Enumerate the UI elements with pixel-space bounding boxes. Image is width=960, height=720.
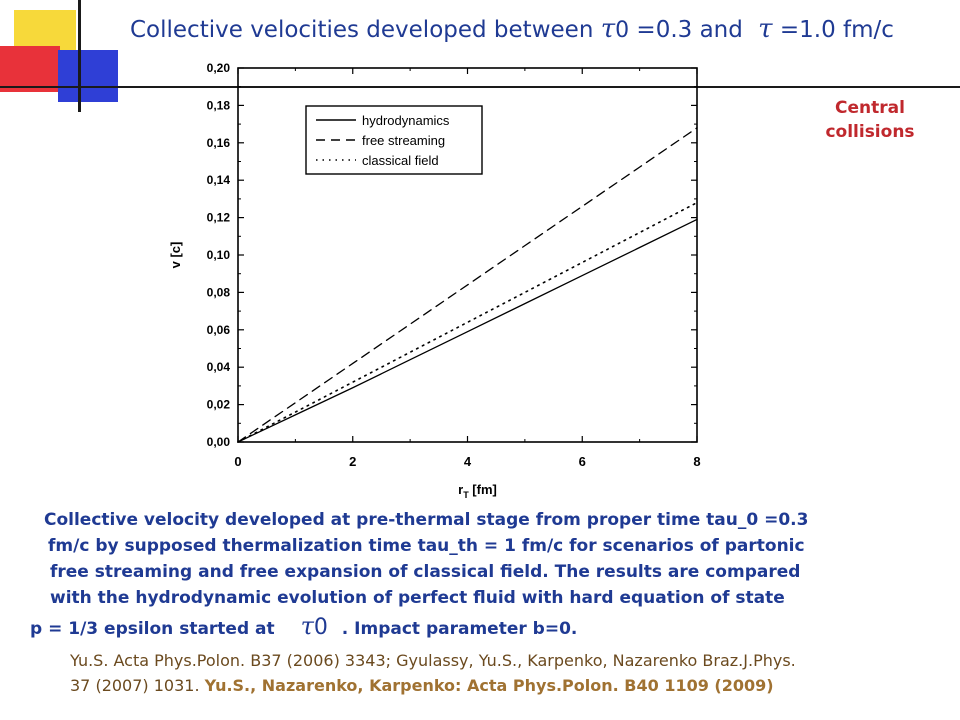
y-tick-label: 0,20	[207, 61, 231, 75]
references-line2: 37 (2007) 1031. Yu.S., Nazarenko, Karpen…	[70, 673, 950, 698]
side-note-line1: Central	[835, 98, 905, 118]
page-title: Collective velocities developed between …	[130, 14, 894, 44]
description-line3: free streaming and free expansion of cla…	[50, 562, 801, 582]
deco-blue-square	[58, 50, 118, 102]
title-suffix: =1.0 fm/c	[779, 17, 894, 43]
side-note-line2: collisions	[825, 122, 915, 142]
y-tick-label: 0,16	[207, 136, 231, 150]
description-line5-prefix: p = 1/3 epsilon started at	[30, 619, 275, 639]
y-axis-label: v [c]	[168, 242, 183, 269]
deco-vertical-line	[78, 0, 81, 112]
series-line-hydrodynamics	[237, 218, 698, 443]
description-line5-suffix: . Impact parameter b=0.	[341, 619, 578, 639]
x-tick-label: 6	[579, 454, 586, 469]
tau-symbol-2: τ	[758, 14, 773, 44]
y-tick-label: 0,02	[207, 398, 231, 412]
series-line-free-streaming	[237, 127, 698, 443]
deco-horizontal-line	[0, 86, 960, 88]
references-line2-bold: Yu.S., Nazarenko, Karpenko: Acta Phys.Po…	[204, 676, 774, 695]
y-tick-label: 0,10	[207, 248, 231, 262]
x-tick-label: 8	[693, 454, 700, 469]
y-tick-label: 0,14	[207, 173, 231, 187]
tau-subscript: 0	[615, 18, 630, 43]
title-mid: =0.3 and	[636, 17, 743, 43]
y-tick-label: 0,12	[207, 211, 231, 225]
legend-label: free streaming	[362, 133, 445, 148]
tau-symbol: τ	[600, 14, 616, 44]
references-line1: Yu.S. Acta Phys.Polon. B37 (2006) 3343; …	[70, 651, 796, 670]
description-line2: fm/c by supposed thermalization time tau…	[48, 536, 805, 556]
y-tick-label: 0,04	[207, 360, 231, 374]
description-line5: p = 1/3 epsilon started at τ0 . Impact p…	[30, 612, 577, 640]
legend-label: hydrodynamics	[362, 113, 450, 128]
legend-label: classical field	[362, 153, 439, 168]
description-line4: with the hydrodynamic evolution of perfe…	[50, 588, 785, 608]
side-note: Central collisions	[790, 96, 950, 144]
y-tick-label: 0,08	[207, 285, 231, 299]
title-prefix: Collective velocities developed between	[130, 17, 594, 43]
x-tick-label: 0	[234, 454, 241, 469]
tau-subscript-3: 0	[313, 615, 328, 640]
tau-symbol-3: τ	[300, 612, 314, 640]
y-tick-label: 0,18	[207, 98, 231, 112]
deco-red-square	[0, 46, 60, 92]
y-tick-label: 0,06	[207, 323, 231, 337]
x-tick-label: 2	[349, 454, 356, 469]
x-tick-label: 4	[464, 454, 472, 469]
x-axis-label: rT [fm]	[458, 482, 497, 500]
y-tick-label: 0,00	[207, 435, 231, 449]
references-line2-plain: 37 (2007) 1031.	[70, 676, 200, 695]
series-line-classical-field	[237, 201, 698, 443]
description-line1: Collective velocity developed at pre-the…	[44, 510, 809, 530]
references: Yu.S. Acta Phys.Polon. B37 (2006) 3343; …	[70, 648, 950, 698]
